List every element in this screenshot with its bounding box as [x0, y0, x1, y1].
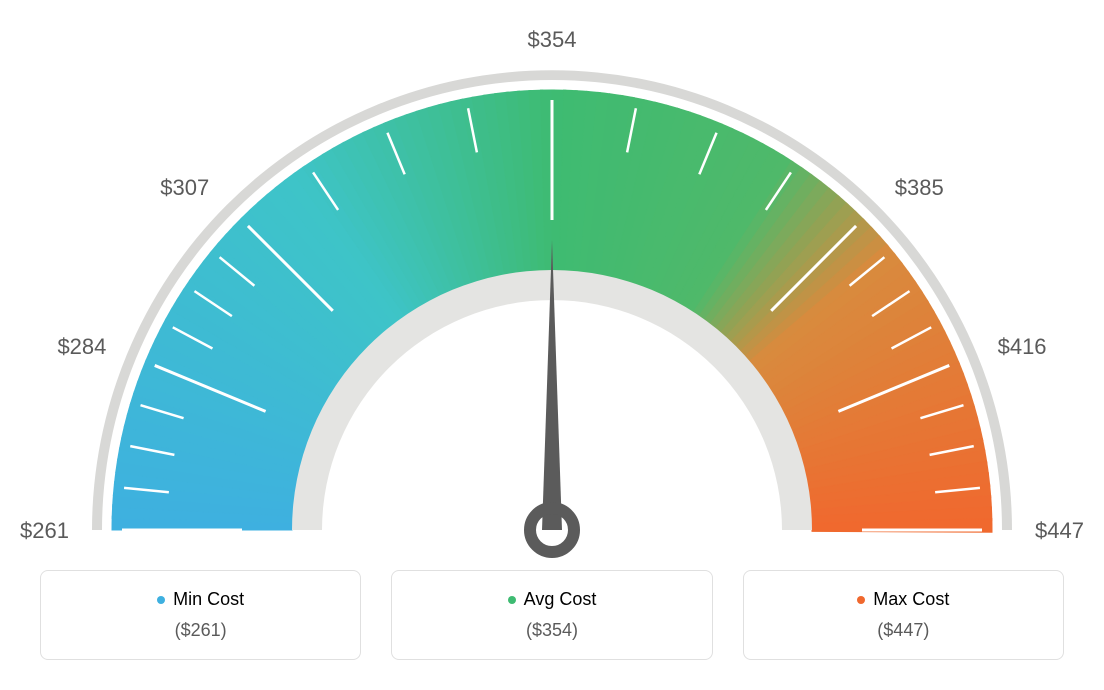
- legend-card-max: Max Cost ($447): [743, 570, 1064, 660]
- gauge-tick-label: $261: [20, 518, 69, 543]
- dot-icon: [508, 596, 516, 604]
- legend-row: Min Cost ($261) Avg Cost ($354) Max Cost…: [0, 570, 1104, 660]
- legend-label-max: Max Cost: [873, 589, 949, 609]
- legend-title-avg: Avg Cost: [412, 589, 691, 610]
- legend-value-max: ($447): [764, 620, 1043, 641]
- gauge-tick-label: $307: [160, 175, 209, 200]
- dot-icon: [157, 596, 165, 604]
- gauge-tick-label: $416: [998, 334, 1047, 359]
- gauge-tick-label: $284: [57, 334, 106, 359]
- legend-card-min: Min Cost ($261): [40, 570, 361, 660]
- legend-value-avg: ($354): [412, 620, 691, 641]
- legend-title-max: Max Cost: [764, 589, 1043, 610]
- legend-value-min: ($261): [61, 620, 340, 641]
- gauge-tick-label: $447: [1035, 518, 1084, 543]
- gauge-chart: $261 $284 $307 $354 $385 $416 $447: [0, 0, 1104, 560]
- legend-title-min: Min Cost: [61, 589, 340, 610]
- gauge-svg: $261 $284 $307 $354 $385 $416 $447: [0, 0, 1104, 560]
- gauge-tick-label: $354: [528, 27, 577, 52]
- legend-card-avg: Avg Cost ($354): [391, 570, 712, 660]
- legend-label-avg: Avg Cost: [524, 589, 597, 609]
- legend-label-min: Min Cost: [173, 589, 244, 609]
- dot-icon: [857, 596, 865, 604]
- gauge-tick-label: $385: [895, 175, 944, 200]
